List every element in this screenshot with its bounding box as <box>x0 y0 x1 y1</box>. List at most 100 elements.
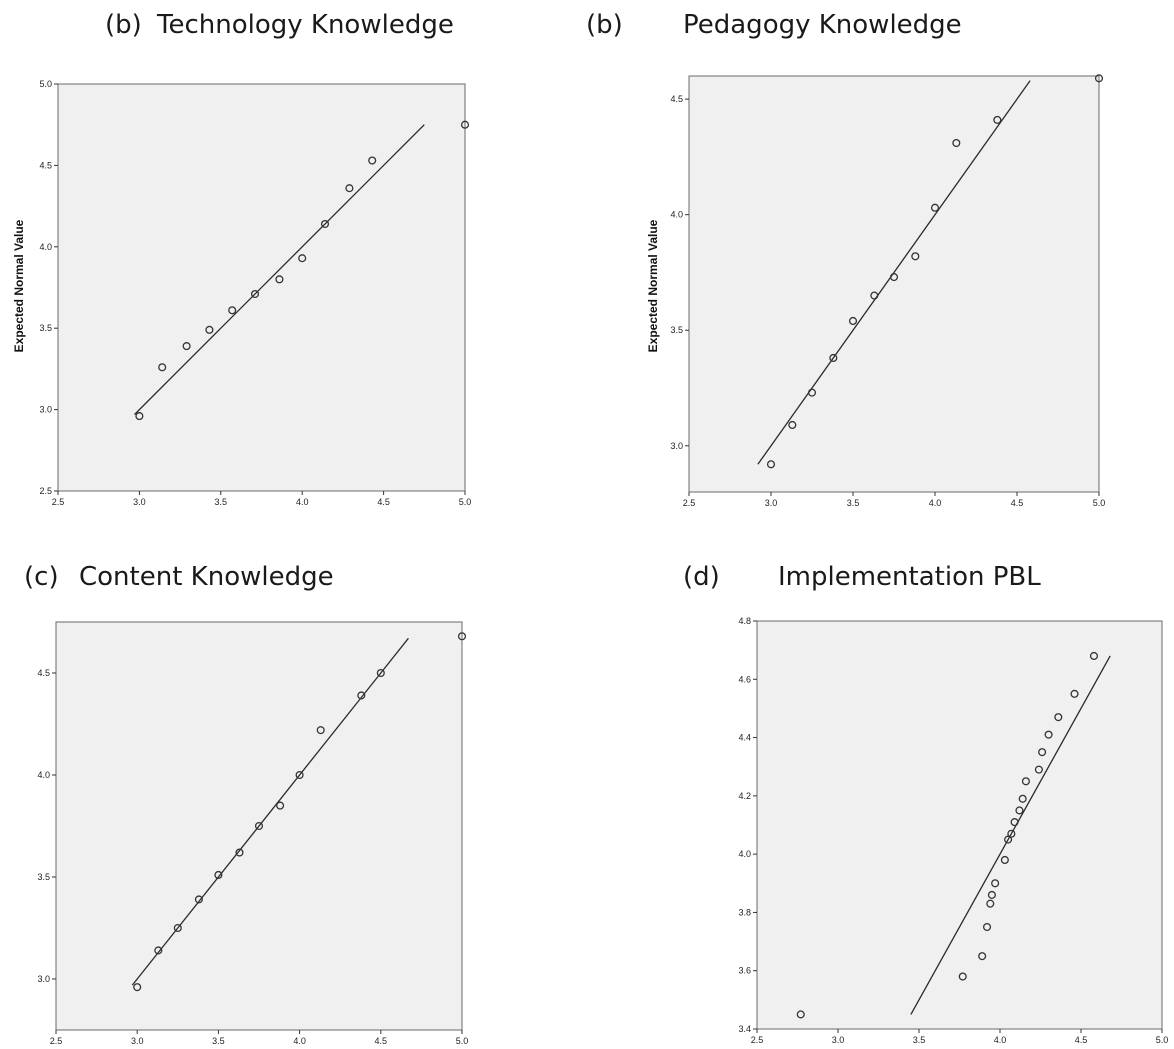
y-tick-label: 4.5 <box>37 668 50 678</box>
data-point <box>930 203 940 212</box>
y-tick-label: 3.5 <box>37 872 50 882</box>
x-tick-label: 2.5 <box>751 1035 764 1045</box>
x-tick-label: 3.5 <box>913 1035 926 1045</box>
data-point <box>368 156 377 165</box>
y-tick-label: 3.5 <box>670 325 683 335</box>
normal-reference-line <box>131 637 409 986</box>
data-point <box>1038 748 1047 757</box>
data-point <box>1089 651 1099 661</box>
data-point <box>1070 689 1079 698</box>
data-point <box>250 289 260 299</box>
data-point <box>228 306 237 315</box>
data-point <box>1010 818 1019 827</box>
data-point <box>158 363 167 372</box>
y-tick-label: 3.0 <box>39 405 52 415</box>
y-tick-label: 3.5 <box>39 323 52 333</box>
data-point <box>194 895 203 904</box>
x-tick-label: 5.0 <box>1156 1035 1169 1045</box>
y-tick-label: 4.0 <box>39 242 52 252</box>
y-tick-label: 3.0 <box>37 974 50 984</box>
x-tick-label: 2.5 <box>683 498 696 508</box>
data-point <box>316 726 325 735</box>
data-point <box>182 342 191 351</box>
y-tick-label: 4.8 <box>738 616 751 626</box>
x-tick-label: 3.5 <box>847 498 860 508</box>
x-tick-label: 2.5 <box>50 1036 63 1046</box>
x-tick-label: 5.0 <box>1093 498 1106 508</box>
data-point <box>254 821 264 831</box>
plot-area <box>688 75 1100 493</box>
y-tick-label: 2.5 <box>39 486 52 496</box>
data-point <box>298 254 307 263</box>
data-point <box>276 801 285 810</box>
y-tick-label: 4.0 <box>37 770 50 780</box>
data-point <box>275 275 284 284</box>
panel-implementation-pbl: (d) Implementation PBL 2.5 3.0 3.5 4.0 4.5 5.… <box>683 562 1168 1045</box>
y-axis-label: Expected Normal Value <box>646 219 660 352</box>
data-point <box>1044 730 1053 739</box>
data-point <box>911 252 920 261</box>
y-tick-label: 5.0 <box>39 79 52 89</box>
x-tick-label: 4.0 <box>929 498 942 508</box>
data-point <box>870 291 879 300</box>
y-tick-label: 4.0 <box>738 849 751 859</box>
x-tick-label: 4.5 <box>1011 498 1024 508</box>
data-point <box>460 120 470 129</box>
panel-content-knowledge: (c) Content Knowledge 2.5 3.0 3.5 4.0 4.5 5.0… <box>24 562 468 1046</box>
data-point <box>457 632 467 641</box>
plot-area <box>756 620 1163 1030</box>
y-tick-label: 3.4 <box>738 1024 751 1034</box>
panel-letter: (c) <box>24 562 59 592</box>
data-point <box>214 870 223 880</box>
x-tick-label: 3.0 <box>832 1035 845 1045</box>
data-point <box>1054 713 1063 722</box>
x-tick-label: 3.0 <box>131 1036 144 1046</box>
data-point <box>345 184 354 193</box>
data-point <box>796 1010 805 1019</box>
panel-title: Technology Knowledge <box>156 10 454 40</box>
data-point <box>987 890 996 899</box>
x-tick-label: 4.5 <box>377 497 390 507</box>
data-point <box>376 668 385 678</box>
data-point <box>1007 829 1016 838</box>
data-point <box>978 952 987 961</box>
data-point <box>205 325 214 334</box>
y-tick-label: 3.6 <box>738 966 751 976</box>
data-point <box>1021 777 1030 786</box>
y-axis-label: Expected Normal Value <box>12 219 26 352</box>
data-point <box>993 115 1002 124</box>
y-tick-label: 3.0 <box>670 441 683 451</box>
y-tick-label: 4.5 <box>39 160 52 170</box>
x-tick-label: 3.5 <box>215 497 228 507</box>
normal-reference-line <box>757 80 1031 465</box>
data-point <box>173 923 182 933</box>
panel-technology-knowledge: (b) Technology Knowledge Expected Normal… <box>12 10 471 507</box>
data-point <box>357 691 366 700</box>
x-tick-label: 4.0 <box>293 1036 306 1046</box>
x-tick-label: 5.0 <box>456 1036 469 1046</box>
y-tick-label: 4.5 <box>670 94 683 104</box>
y-tick-label: 4.0 <box>670 210 683 220</box>
data-point <box>986 899 995 908</box>
data-point <box>982 922 992 932</box>
panel-letter: (b) <box>586 10 623 40</box>
data-point <box>1034 765 1043 774</box>
y-tick-label: 3.8 <box>738 907 751 917</box>
data-point <box>829 353 838 363</box>
x-tick-label: 5.0 <box>459 497 472 507</box>
x-tick-label: 4.5 <box>375 1036 388 1046</box>
data-point <box>1018 794 1027 803</box>
x-tick-label: 3.5 <box>212 1036 225 1046</box>
y-tick-label: 4.2 <box>738 791 751 801</box>
x-tick-label: 4.0 <box>994 1035 1007 1045</box>
data-point <box>952 138 961 148</box>
y-tick-label: 4.6 <box>738 674 751 684</box>
data-point <box>1094 74 1104 83</box>
x-tick-label: 2.5 <box>52 497 65 507</box>
data-point <box>1015 806 1024 815</box>
x-tick-label: 4.0 <box>296 497 309 507</box>
data-point <box>848 316 858 326</box>
x-tick-label: 3.0 <box>133 497 146 507</box>
data-point <box>135 412 144 421</box>
